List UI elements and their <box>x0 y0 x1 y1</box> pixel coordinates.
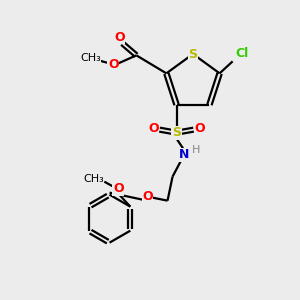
Text: O: O <box>108 58 119 71</box>
Text: O: O <box>194 122 205 135</box>
Text: O: O <box>114 31 125 44</box>
Text: CH₃: CH₃ <box>83 174 104 184</box>
Text: H: H <box>192 145 201 155</box>
Text: S: S <box>188 47 197 61</box>
Text: N: N <box>179 148 190 161</box>
Text: Cl: Cl <box>235 47 248 60</box>
Text: O: O <box>148 122 159 135</box>
Text: O: O <box>142 190 153 203</box>
Text: O: O <box>113 182 124 195</box>
Text: S: S <box>172 126 181 139</box>
Text: CH₃: CH₃ <box>80 53 101 63</box>
